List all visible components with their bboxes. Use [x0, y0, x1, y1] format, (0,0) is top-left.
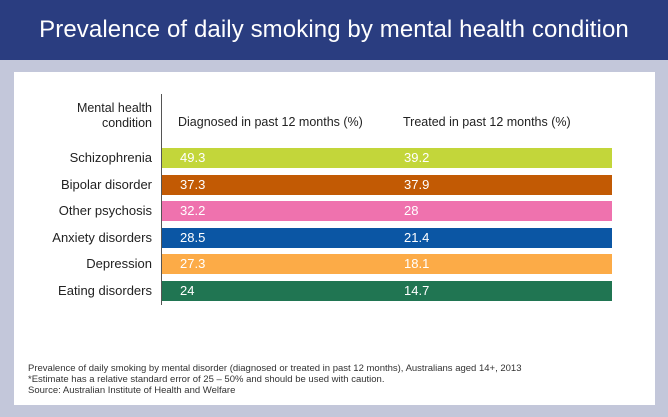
- row-bar: 49.3 39.2: [162, 148, 612, 168]
- chart-title: Prevalence of daily smoking by mental he…: [39, 16, 629, 43]
- row-label: Anxiety disorders: [52, 230, 152, 245]
- treated-column-header: Treated in past 12 months (%): [403, 115, 571, 129]
- footnote-description: Prevalence of daily smoking by mental di…: [28, 363, 522, 374]
- diagnosed-value: 28.5: [180, 230, 206, 245]
- row-label: Eating disorders: [58, 283, 152, 298]
- row-bar: 24 14.7: [162, 281, 612, 301]
- row-bar: 28.5 21.4: [162, 228, 612, 248]
- condition-column-header: Mental health condition: [14, 101, 152, 131]
- row-bar: 27.3 18.1: [162, 254, 612, 274]
- row-label: Other psychosis: [58, 203, 152, 218]
- chart-panel: Mental health condition Diagnosed in pas…: [14, 72, 655, 405]
- treated-value: 37.9: [404, 177, 430, 192]
- treated-value: 14.7: [404, 283, 430, 298]
- diagnosed-value: 49.3: [180, 150, 206, 165]
- condition-header-text: Mental health condition: [76, 101, 152, 130]
- row-bar: 37.3 37.9: [162, 175, 612, 195]
- treated-value: 21.4: [404, 230, 430, 245]
- axis-line: [161, 94, 162, 305]
- header-banner: Prevalence of daily smoking by mental he…: [0, 0, 668, 60]
- diagnosed-column-header: Diagnosed in past 12 months (%): [178, 115, 363, 129]
- treated-value: 18.1: [404, 256, 430, 271]
- diagnosed-value: 32.2: [180, 203, 206, 218]
- row-label: Depression: [86, 256, 152, 271]
- footnotes: Prevalence of daily smoking by mental di…: [28, 363, 648, 396]
- diagnosed-value: 37.3: [180, 177, 206, 192]
- row-label: Bipolar disorder: [60, 177, 152, 192]
- diagnosed-value: 24: [180, 283, 195, 298]
- treated-value: 39.2: [404, 150, 430, 165]
- diagnosed-value: 27.3: [180, 256, 206, 271]
- footnote-source: Source: Australian Institute of Health a…: [28, 385, 236, 396]
- footnote-rse-note: *Estimate has a relative standard error …: [28, 374, 385, 385]
- treated-value: 28: [404, 203, 419, 218]
- row-bar: 32.2 28: [162, 201, 612, 221]
- row-label: Schizophrenia: [69, 150, 152, 165]
